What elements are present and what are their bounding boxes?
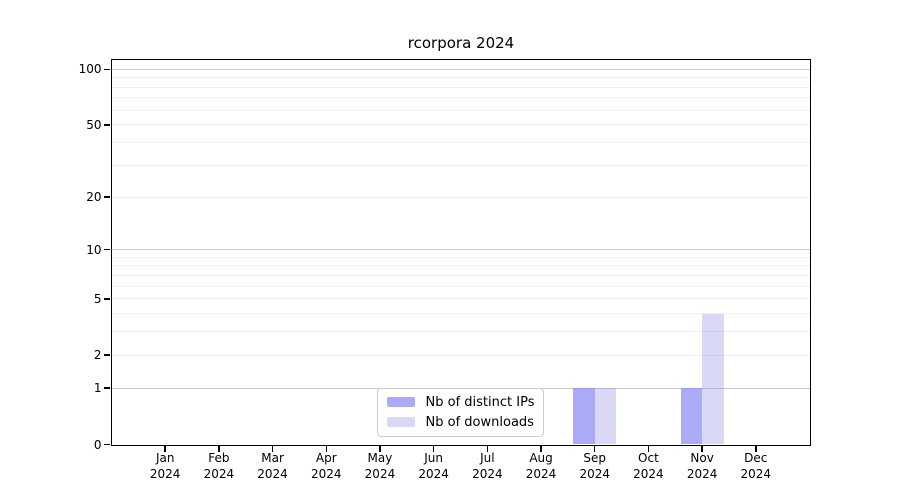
- y-tick-0: [104, 443, 110, 446]
- bar-downloads-sep: [594, 388, 617, 445]
- x-tick-label-month: Mar: [261, 450, 284, 465]
- x-tick-dec: [755, 446, 757, 452]
- x-tick-oct: [647, 446, 650, 452]
- gridline-major-100: [111, 68, 810, 70]
- gridline-minor-3: [111, 331, 810, 333]
- gridline-minor-4: [111, 313, 810, 315]
- x-tick-label-month: May: [367, 450, 393, 465]
- x-tick-label-may: May 2024: [351, 450, 409, 482]
- x-tick-label-mar: Mar 2024: [244, 450, 302, 482]
- legend: Nb of distinct IPs Nb of downloads: [376, 387, 545, 437]
- x-tick-label-nov: Nov 2024: [673, 450, 731, 482]
- x-tick-sep: [593, 446, 596, 452]
- x-tick-label-year: 2024: [579, 466, 610, 481]
- x-tick-label-year: 2024: [203, 466, 235, 481]
- gridline-minor-8: [111, 265, 810, 267]
- legend-entry-distinct-ips: Nb of distinct IPs: [386, 394, 535, 410]
- y-tick-label-2: 2: [93, 348, 102, 363]
- x-tick-nov: [701, 446, 703, 452]
- x-tick-label-month: Jun: [424, 450, 444, 465]
- y-tick-label-5: 5: [93, 291, 102, 306]
- y-tick-5: [104, 298, 110, 300]
- y-tick-label-20: 20: [86, 190, 102, 204]
- gridline-minor-7: [111, 274, 810, 276]
- x-tick-aug: [540, 446, 542, 452]
- x-tick-label-dec: Dec 2024: [727, 450, 785, 482]
- x-tick-label-year: 2024: [472, 466, 503, 481]
- x-tick-label-month: Nov: [690, 450, 714, 465]
- y-tick-label-50: 50: [86, 117, 102, 132]
- x-tick-may: [379, 446, 381, 452]
- x-tick-label-year: 2024: [310, 466, 342, 481]
- y-tick-label-1: 1: [93, 381, 102, 396]
- gridline-minor-80: [111, 86, 810, 88]
- x-tick-jan: [164, 446, 166, 452]
- y-tick-1: [104, 387, 110, 389]
- gridline-minor-2: [111, 354, 810, 356]
- gridline-major-10: [111, 249, 810, 251]
- x-tick-label-month: Apr: [315, 450, 337, 465]
- legend-entry-downloads: Nb of downloads: [386, 414, 535, 430]
- y-tick-50: [104, 124, 110, 126]
- x-tick-jul: [486, 446, 489, 452]
- x-tick-label-year: 2024: [257, 466, 288, 481]
- x-tick-label-sep: Sep 2024: [566, 450, 624, 482]
- gridline-minor-5: [111, 298, 810, 300]
- x-tick-label-year: 2024: [686, 466, 718, 481]
- gridline-minor-40: [111, 142, 810, 144]
- gridline-minor-70: [111, 97, 810, 99]
- x-tick-label-year: 2024: [525, 466, 557, 481]
- x-tick-label-jun: Jun 2024: [405, 450, 463, 482]
- gridline-minor-6: [111, 285, 810, 287]
- x-tick-label-jul: Jul 2024: [458, 450, 516, 482]
- y-tick-2: [104, 354, 110, 356]
- gridline-minor-60: [111, 109, 810, 111]
- chart-title: rcorpora 2024: [407, 34, 515, 52]
- y-tick-label-10: 10: [86, 242, 102, 257]
- x-tick-apr: [325, 446, 328, 452]
- legend-swatch-distinct-ips: [386, 397, 415, 407]
- y-tick-10: [104, 248, 110, 251]
- bar-distinct-ips-nov: [680, 388, 703, 445]
- y-tick-20: [104, 196, 110, 198]
- x-tick-label-jan: Jan 2024: [136, 450, 194, 482]
- x-tick-label-year: 2024: [364, 466, 396, 481]
- x-tick-label-year: 2024: [633, 466, 664, 481]
- x-tick-label-year: 2024: [149, 466, 181, 481]
- x-tick-label-year: 2024: [740, 466, 772, 481]
- y-tick-label-100: 100: [78, 62, 102, 77]
- x-tick-mar: [271, 446, 274, 452]
- x-tick-label-month: Jan: [155, 450, 175, 465]
- x-tick-label-apr: Apr 2024: [297, 450, 355, 482]
- plot-area: 0 1 2 5 10 20 50 100 Jan 2024 Feb 2024 Mar 2024 Apr 202…: [79, 58, 811, 481]
- x-tick-label-oct: Oct 2024: [619, 450, 677, 482]
- x-tick-label-feb: Feb 2024: [190, 450, 248, 482]
- bar-downloads-nov: [702, 313, 724, 445]
- bar-distinct-ips-sep: [573, 388, 595, 445]
- x-tick-label-month: Aug: [529, 450, 553, 465]
- y-tick-100: [104, 68, 110, 71]
- legend-label-downloads: Nb of downloads: [425, 414, 534, 430]
- gridline-minor-50: [111, 124, 810, 126]
- gridline-minor-20: [111, 196, 810, 198]
- x-tick-label-month: Jul: [480, 450, 495, 465]
- x-tick-label-year: 2024: [418, 466, 449, 481]
- x-tick-label-month: Oct: [638, 450, 659, 465]
- legend-swatch-downloads: [386, 417, 415, 427]
- x-tick-label-month: Dec: [744, 450, 768, 465]
- y-tick-label-0: 0: [93, 437, 102, 452]
- gridline-minor-30: [111, 164, 810, 166]
- gridline-minor-90: [111, 77, 810, 79]
- legend-label-distinct-ips: Nb of distinct IPs: [425, 394, 535, 410]
- x-tick-jun: [432, 446, 435, 452]
- x-tick-label-month: Feb: [208, 450, 230, 465]
- x-tick-label-aug: Aug 2024: [512, 450, 570, 482]
- x-tick-feb: [218, 446, 220, 452]
- x-tick-label-month: Sep: [583, 450, 607, 465]
- gridline-minor-9: [111, 256, 810, 258]
